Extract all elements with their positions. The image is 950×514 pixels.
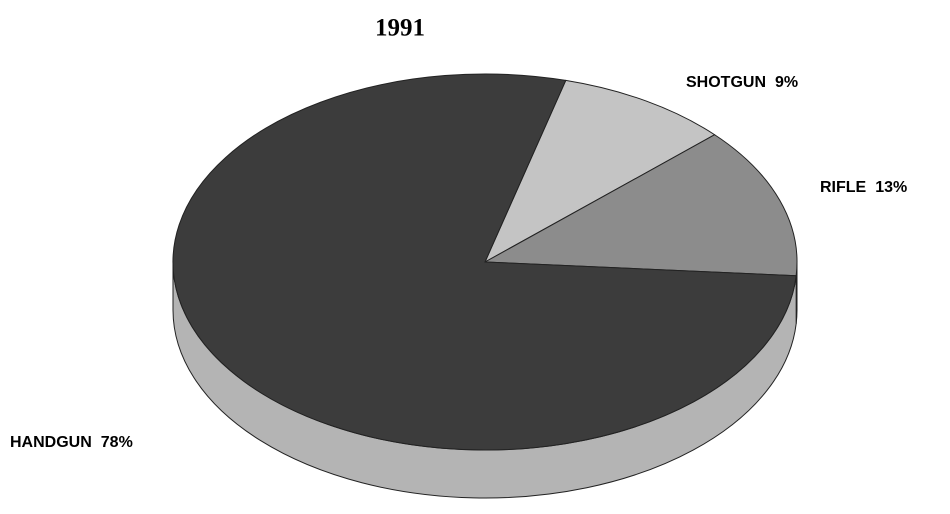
slice-category: RIFLE [820,179,867,196]
slice-value: 13% [875,179,907,196]
slice-category: HANDGUN [10,434,92,451]
slice-label: RIFLE 13% [820,179,907,196]
slice-value: 78% [101,434,133,451]
slice-label: SHOTGUN 9% [686,74,798,91]
slice-value: 9% [775,74,798,91]
pie-slice [483,79,716,264]
slice-label: HANDGUN 78% [10,434,133,451]
pie-slice [483,134,798,277]
chart-title: 1991 [375,15,425,42]
slice-category: SHOTGUN [686,74,766,91]
pie-slice [172,73,797,451]
